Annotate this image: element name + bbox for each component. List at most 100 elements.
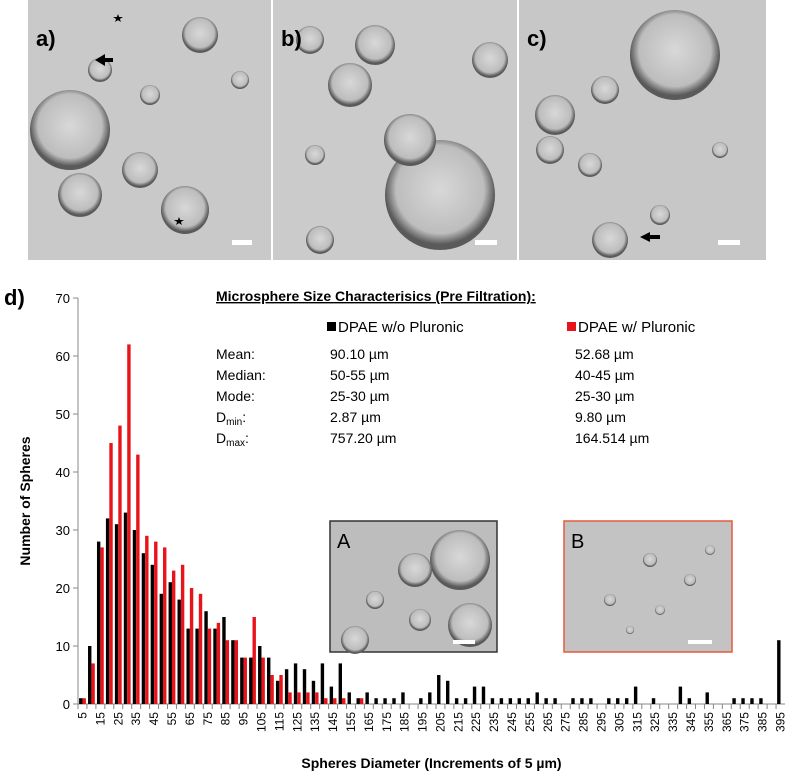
bar	[535, 692, 539, 704]
y-tick-label: 20	[56, 581, 70, 596]
bar	[222, 617, 226, 704]
x-tick-label: 215	[451, 712, 465, 732]
bar	[302, 669, 307, 704]
bar	[270, 675, 274, 704]
bar	[150, 564, 155, 704]
x-tick-label: 105	[254, 712, 268, 732]
stats-row-label: Dmax:	[216, 430, 249, 449]
bar	[678, 686, 683, 704]
bar	[741, 698, 745, 704]
stats-row-label: Mode:	[216, 388, 255, 404]
x-tick-label: 355	[702, 712, 716, 732]
stats-label-text: Mode:	[216, 388, 255, 404]
legend-swatch	[567, 322, 576, 331]
bar	[275, 680, 280, 704]
legend-swatch	[327, 322, 336, 331]
x-tick-label: 205	[433, 712, 447, 732]
inset-label: B	[571, 531, 584, 553]
bar	[145, 535, 149, 704]
stats-value: 25-30 µm	[575, 388, 634, 404]
bar	[607, 698, 611, 704]
bar	[207, 628, 212, 704]
x-tick-label: 145	[326, 712, 340, 732]
bar	[297, 692, 301, 704]
stats-label-sub: min	[226, 417, 242, 428]
y-tick-label: 10	[56, 639, 70, 654]
bar	[171, 570, 176, 704]
stats-label-sub: max	[226, 438, 245, 449]
bar	[249, 657, 253, 704]
bar	[445, 680, 450, 704]
bar	[320, 663, 325, 704]
stats-value: 757.20 µm	[330, 430, 396, 446]
x-tick-label: 155	[344, 712, 358, 732]
bar	[526, 698, 530, 704]
bar	[508, 698, 513, 704]
bar	[517, 698, 521, 704]
x-tick-label: 295	[595, 712, 609, 732]
bar	[154, 541, 158, 704]
inset-label: A	[337, 531, 351, 553]
bar	[428, 692, 432, 704]
x-tick-label: 315	[630, 712, 644, 732]
stats-value: 40-45 µm	[575, 367, 634, 383]
stats-value: 25-30 µm	[330, 388, 389, 404]
bar	[252, 617, 256, 704]
panel-label: c)	[527, 26, 547, 51]
x-tick-label: 75	[201, 712, 215, 726]
bar	[437, 675, 441, 704]
bar	[198, 593, 203, 704]
y-tick-label: 30	[56, 523, 70, 538]
inset-b: B	[563, 520, 733, 653]
micrograph-b	[273, 0, 517, 260]
bar	[189, 588, 194, 704]
bar	[324, 698, 328, 704]
x-tick-label: 335	[666, 712, 680, 732]
bar	[234, 640, 239, 704]
bar	[109, 443, 113, 704]
bar	[347, 692, 351, 704]
bar	[571, 698, 575, 704]
stats-value: 90.10 µm	[330, 346, 389, 362]
x-tick-label: 165	[362, 712, 376, 732]
x-tick-label: 195	[416, 712, 430, 732]
y-tick-label: 60	[56, 349, 70, 364]
stats-value: 52.68 µm	[575, 346, 634, 362]
bar	[651, 698, 656, 704]
x-tick-label: 305	[612, 712, 626, 732]
bar	[356, 698, 360, 704]
bar	[79, 698, 83, 704]
bar	[359, 698, 364, 704]
y-tick-label: 70	[56, 291, 70, 306]
bar	[96, 541, 101, 704]
x-tick-label: 235	[487, 712, 501, 732]
bar	[168, 582, 172, 704]
stats-row-label: Median:	[216, 367, 266, 383]
x-axis-title: Spheres Diameter (Increments of 5 µm)	[301, 755, 561, 771]
x-tick-label: 95	[237, 712, 251, 726]
bar	[481, 686, 486, 704]
bar	[100, 547, 104, 704]
y-tick-label: 50	[56, 407, 70, 422]
stats-label-end: :	[245, 430, 249, 446]
inset-a: A	[329, 520, 498, 654]
bar	[419, 698, 423, 704]
bar	[616, 698, 620, 704]
bar	[267, 657, 271, 704]
bar	[284, 669, 289, 704]
bar	[705, 692, 709, 704]
bar	[136, 454, 140, 704]
x-tick-label: 275	[559, 712, 573, 732]
bar	[88, 646, 92, 704]
bar	[580, 698, 584, 704]
stats-label-text: D	[216, 409, 226, 425]
x-tick-label: 265	[541, 712, 555, 732]
bar	[195, 628, 199, 704]
x-tick-label: 45	[147, 712, 161, 726]
x-tick-label: 25	[111, 712, 125, 726]
bar	[499, 698, 504, 704]
x-tick-label: 85	[219, 712, 233, 726]
legend-label: DPAE w/ Pluronic	[578, 319, 696, 336]
bar	[261, 657, 265, 704]
